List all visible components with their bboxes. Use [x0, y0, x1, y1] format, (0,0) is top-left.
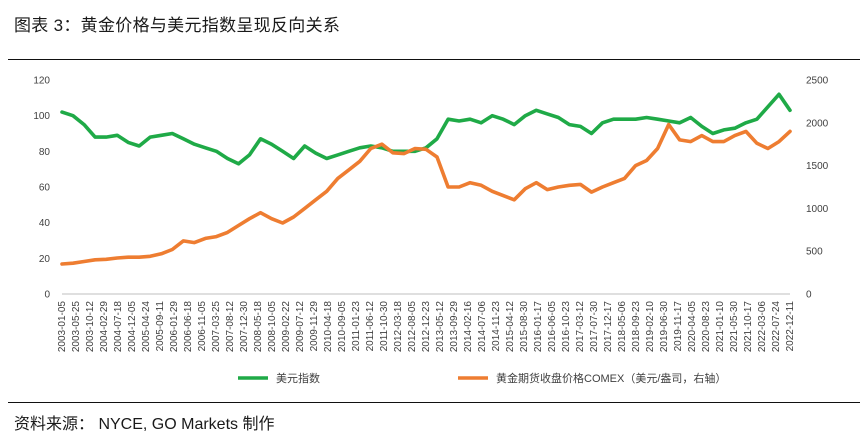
line-chart: 0 20 40 60 80 100 120 0 500 1000 1500 2000 2500 200… — [33, 76, 829, 386]
x-tick-label: 2011-10-30 — [379, 301, 390, 352]
legend-label: 美元指数 — [276, 371, 320, 385]
x-tick-label: 2013-05-12 — [435, 301, 446, 353]
x-tick-label: 2009-07-12 — [295, 301, 306, 353]
x-tick-label: 2007-12-30 — [239, 301, 250, 353]
x-tick-label: 2008-05-18 — [253, 301, 264, 353]
x-tick-label: 2022-03-06 — [757, 301, 768, 353]
x-tick-label: 2016-10-23 — [561, 301, 572, 353]
x-tick-label: 2021-05-30 — [729, 301, 740, 353]
x-tick-label: 2013-09-29 — [449, 301, 460, 353]
x-tick-label: 2010-04-18 — [323, 301, 334, 353]
x-tick-label: 2016-06-05 — [547, 301, 558, 353]
y-right-tick-label: 0 — [806, 290, 812, 301]
x-tick-label: 2009-11-29 — [309, 301, 320, 352]
x-tick-label: 2019-06-30 — [659, 301, 670, 353]
bottom-rule — [8, 402, 860, 403]
x-tick-label: 2005-04-24 — [141, 301, 152, 353]
x-tick-label: 2004-07-18 — [113, 301, 124, 353]
y-right-tick-label: 2000 — [806, 118, 829, 129]
x-tick-label: 2020-04-05 — [687, 301, 698, 353]
x-tick-label: 2015-08-30 — [519, 301, 530, 353]
x-tick-label: 2014-07-06 — [477, 301, 488, 353]
x-tick-label: 2014-11-23 — [491, 301, 502, 352]
x-tick-label: 2005-09-11 — [155, 301, 166, 352]
y-left-tick-label: 100 — [33, 111, 50, 122]
x-axis: 2003-01-05 2003-05-25 2003-10-12 2004-02-29… — [57, 301, 796, 353]
x-tick-label: 2020-08-23 — [701, 301, 712, 353]
x-tick-label: 2019-02-10 — [645, 301, 656, 353]
x-tick-label: 2021-10-17 — [743, 301, 754, 353]
x-tick-label: 2018-09-23 — [631, 301, 642, 353]
top-rule — [8, 59, 860, 60]
y-right-tick-label: 2500 — [806, 76, 829, 87]
x-tick-label: 2007-03-25 — [211, 301, 222, 353]
legend-label: 黄金期货收盘价格COMEX（美元/盎司，右轴） — [496, 371, 726, 385]
figure-title: 图表 3：黄金价格与美元指数呈现反向关系 — [14, 16, 341, 35]
legend: 美元指数 黄金期货收盘价格COMEX（美元/盎司，右轴） — [238, 371, 726, 385]
x-tick-label: 2006-11-05 — [197, 301, 208, 352]
x-tick-label: 2008-10-05 — [267, 301, 278, 353]
x-tick-label: 2003-01-05 — [57, 301, 68, 353]
x-tick-label: 2019-11-17 — [673, 301, 684, 352]
y-left-tick-label: 120 — [33, 76, 50, 87]
x-tick-label: 2018-05-06 — [617, 301, 628, 353]
x-tick-label: 2017-12-17 — [603, 301, 614, 353]
x-tick-label: 2011-06-12 — [365, 301, 376, 352]
x-tick-label: 2022-07-24 — [771, 301, 782, 353]
x-tick-label: 2003-10-12 — [85, 301, 96, 353]
x-tick-label: 2012-03-18 — [393, 301, 404, 353]
x-tick-label: 2016-01-17 — [533, 301, 544, 353]
x-tick-label: 2022-12-11 — [785, 301, 796, 352]
y-left-tick-label: 40 — [39, 218, 51, 229]
y-left-tick-label: 60 — [39, 183, 51, 194]
x-tick-label: 2012-12-23 — [421, 301, 432, 353]
x-tick-label: 2015-04-12 — [505, 301, 516, 353]
series-lines — [60, 92, 792, 266]
x-tick-label: 2004-02-29 — [99, 301, 110, 353]
x-tick-label: 2011-01-23 — [351, 301, 362, 352]
x-tick-label: 2017-03-12 — [575, 301, 586, 353]
x-tick-label: 2007-08-12 — [225, 301, 236, 353]
x-tick-label: 2021-01-10 — [715, 301, 726, 353]
series-line-gold-price — [60, 122, 792, 266]
y-right-tick-label: 1500 — [806, 161, 829, 172]
source-note: 资料来源： NYCE, GO Markets 制作 — [14, 416, 275, 433]
x-tick-label: 2009-02-22 — [281, 301, 292, 353]
series-line-usd-index — [60, 92, 792, 166]
x-tick-label: 2004-12-05 — [127, 301, 138, 353]
y-right-tick-label: 500 — [806, 247, 823, 258]
y-right-tick-label: 1000 — [806, 204, 829, 215]
x-tick-label: 2003-05-25 — [71, 301, 82, 353]
x-tick-label: 2012-08-05 — [407, 301, 418, 353]
x-tick-label: 2014-02-16 — [463, 301, 474, 353]
x-tick-label: 2006-01-29 — [169, 301, 180, 353]
y-left-tick-label: 20 — [39, 254, 51, 265]
x-tick-label: 2017-07-30 — [589, 301, 600, 353]
x-tick-label: 2010-09-05 — [337, 301, 348, 353]
x-tick-label: 2006-06-18 — [183, 301, 194, 353]
y-left-tick-label: 0 — [44, 290, 50, 301]
y-axis-left: 0 20 40 60 80 100 120 — [33, 76, 50, 301]
y-axis-right: 0 500 1000 1500 2000 2500 — [806, 76, 829, 301]
y-left-tick-label: 80 — [39, 147, 51, 158]
